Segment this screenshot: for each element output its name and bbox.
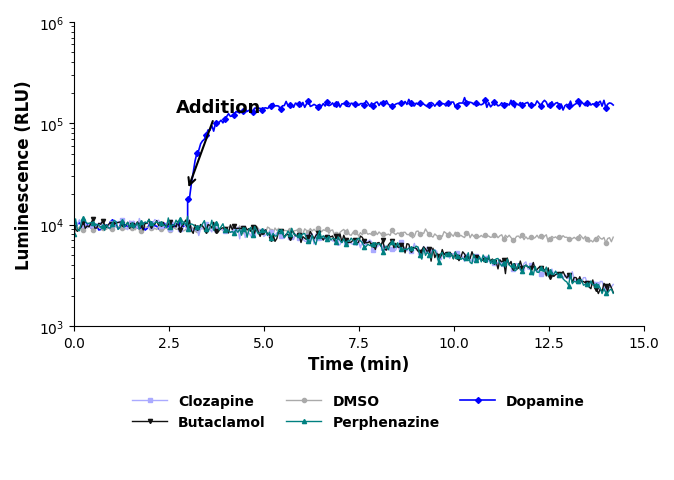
Butaclamol [397,242,405,248]
DMSO [133,222,142,228]
Perphenazine [397,246,405,252]
Clozapine [609,282,617,288]
Perphenazine [78,220,86,226]
Dopamine [310,102,318,108]
Perphenazine [69,232,78,238]
DMSO [310,227,318,233]
Dopamine [460,96,468,101]
Line: Perphenazine: Perphenazine [71,215,615,296]
Dopamine [544,105,552,110]
DMSO [69,227,78,232]
Perphenazine [200,218,208,224]
Butaclamol [590,286,599,291]
Butaclamol [594,291,603,297]
Y-axis label: Luminescence (RLU): Luminescence (RLU) [15,80,33,269]
DMSO [609,235,617,240]
Butaclamol [310,237,318,242]
Perphenazine [543,264,551,270]
Clozapine [590,280,599,286]
Dopamine [609,103,617,108]
Perphenazine [310,239,318,244]
Line: Clozapine: Clozapine [71,217,615,291]
Clozapine [310,241,318,247]
Perphenazine [590,282,599,288]
Clozapine [135,216,144,222]
Clozapine [594,287,603,292]
Dopamine [200,137,208,143]
Butaclamol [200,227,208,232]
DMSO [78,225,86,231]
DMSO [200,228,208,234]
Perphenazine [598,291,606,297]
Text: Addition: Addition [175,98,261,186]
DMSO [602,240,610,246]
Line: Dopamine: Dopamine [71,96,615,233]
Clozapine [397,239,405,245]
Clozapine [543,271,551,277]
Dopamine [141,228,149,233]
Legend: Clozapine, Butaclamol, DMSO, Perphenazine, Dopamine: Clozapine, Butaclamol, DMSO, Perphenazin… [127,389,590,435]
Clozapine [200,224,208,230]
DMSO [397,231,405,237]
Clozapine [69,222,78,228]
Butaclamol [145,217,153,223]
Perphenazine [183,214,191,220]
Clozapine [78,223,86,228]
Line: Butaclamol: Butaclamol [71,217,615,296]
DMSO [543,232,551,238]
X-axis label: Time (min): Time (min) [308,356,409,373]
Butaclamol [78,225,86,230]
DMSO [590,237,599,242]
Dopamine [69,222,78,228]
Dopamine [78,224,86,229]
Butaclamol [69,225,78,231]
Butaclamol [609,290,617,296]
Perphenazine [609,291,617,297]
Line: DMSO: DMSO [71,223,615,246]
Dopamine [592,102,601,108]
Dopamine [397,100,405,106]
Butaclamol [543,274,551,279]
